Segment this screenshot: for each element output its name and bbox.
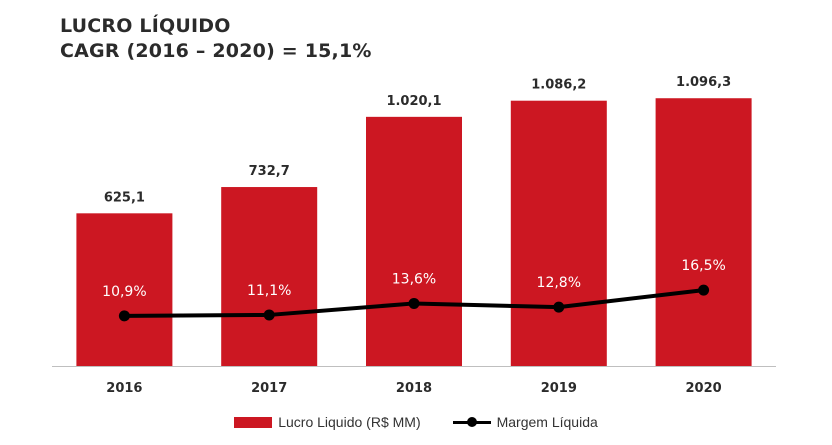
bar-2020: [655, 98, 752, 367]
bar-2016: [76, 213, 173, 366]
x-tick-label: 2019: [541, 381, 577, 396]
title-block: LUCRO LÍQUIDO CAGR (2016 – 2020) = 15,1%: [60, 14, 372, 64]
margin-value-label: 16,5%: [681, 258, 725, 274]
legend-bar-swatch: [234, 416, 273, 428]
bar-2019: [510, 100, 607, 366]
legend-bar-label: Lucro Liquido (R$ MM): [278, 414, 421, 430]
legend-item-line: Margem Líquida: [452, 414, 598, 430]
margin-point-2016: [118, 310, 130, 322]
chart-title: LUCRO LÍQUIDO: [60, 15, 231, 37]
bar-value-label: 625,1: [104, 190, 145, 205]
margin-point-2020: [698, 284, 710, 296]
x-tick-label: 2017: [251, 381, 287, 396]
margin-value-label: 12,8%: [537, 275, 581, 291]
bar-value-label: 1.086,2: [531, 78, 586, 93]
margin-value-label: 10,9%: [102, 284, 146, 300]
chart-subtitle: CAGR (2016 – 2020) = 15,1%: [60, 40, 372, 62]
bar-value-label: 732,7: [249, 164, 290, 179]
margin-point-2019: [553, 301, 565, 313]
margin-value-label: 11,1%: [247, 283, 291, 299]
chart-legend: Lucro Liquido (R$ MM) Margem Líquida: [0, 410, 832, 434]
margin-point-2017: [263, 309, 275, 321]
x-tick-label: 2018: [396, 381, 432, 396]
margin-point-2018: [408, 297, 420, 309]
margin-value-label: 13,6%: [392, 271, 436, 287]
bar-value-label: 1.096,3: [676, 75, 731, 90]
x-tick-label: 2016: [106, 381, 142, 396]
bar-2018: [366, 116, 462, 366]
bar-2017: [221, 187, 318, 366]
legend-item-bar: Lucro Liquido (R$ MM): [234, 414, 421, 430]
x-tick-label: 2020: [686, 381, 722, 396]
bar-value-label: 1.020,1: [386, 94, 441, 109]
legend-line-swatch: [452, 416, 491, 428]
legend-line-label: Margem Líquida: [496, 414, 598, 430]
